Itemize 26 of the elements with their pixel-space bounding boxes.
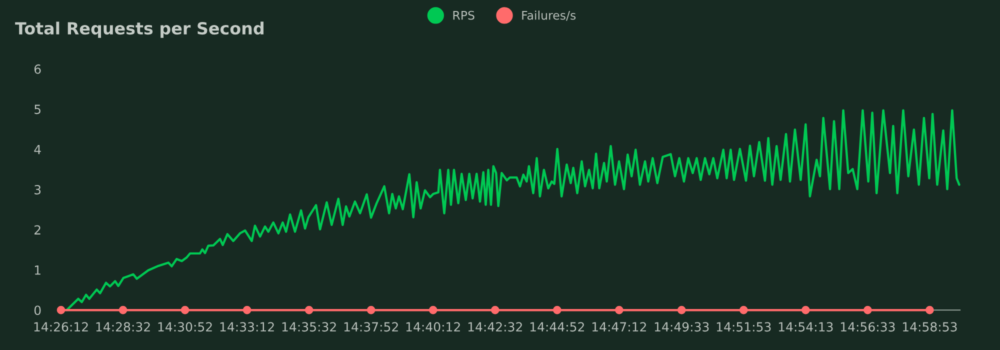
x-tick-label: 14:42:32 bbox=[468, 322, 522, 332]
x-tick-label: 14:30:52 bbox=[158, 322, 212, 332]
x-tick-label: 14:28:32 bbox=[96, 322, 150, 332]
x-tick-label: 14:49:33 bbox=[654, 322, 709, 332]
legend-label: RPS bbox=[453, 10, 474, 20]
y-tick-label: 2 bbox=[34, 225, 40, 234]
x-tick-label: 14:47:12 bbox=[592, 322, 646, 332]
x-tick-label: 14:51:53 bbox=[716, 322, 771, 332]
chart-title: Total Requests per Second bbox=[15, 22, 264, 38]
legend-label: Failures/s bbox=[522, 10, 576, 21]
x-tick-label: 14:26:12 bbox=[34, 322, 88, 332]
x-tick-label: 14:56:33 bbox=[840, 322, 895, 332]
x-tick-label: 14:54:13 bbox=[778, 322, 833, 332]
x-tick-label: 14:44:52 bbox=[530, 322, 584, 332]
y-tick-label: 1 bbox=[34, 266, 40, 275]
y-tick-label: 3 bbox=[34, 184, 41, 194]
y-tick-label: 0 bbox=[34, 306, 41, 316]
x-tick-label: 14:40:12 bbox=[406, 322, 460, 332]
line-series bbox=[66, 109, 960, 312]
y-tick-label: 6 bbox=[34, 64, 41, 74]
x-tick-label: 14:33:12 bbox=[220, 322, 274, 332]
x-tick-label: 14:58:53 bbox=[902, 322, 957, 332]
y-tick-label: 5 bbox=[34, 104, 40, 114]
y-tick-label: 4 bbox=[34, 144, 41, 154]
x-tick-label: 14:37:52 bbox=[344, 322, 398, 332]
x-tick-label: 14:35:32 bbox=[282, 322, 336, 332]
